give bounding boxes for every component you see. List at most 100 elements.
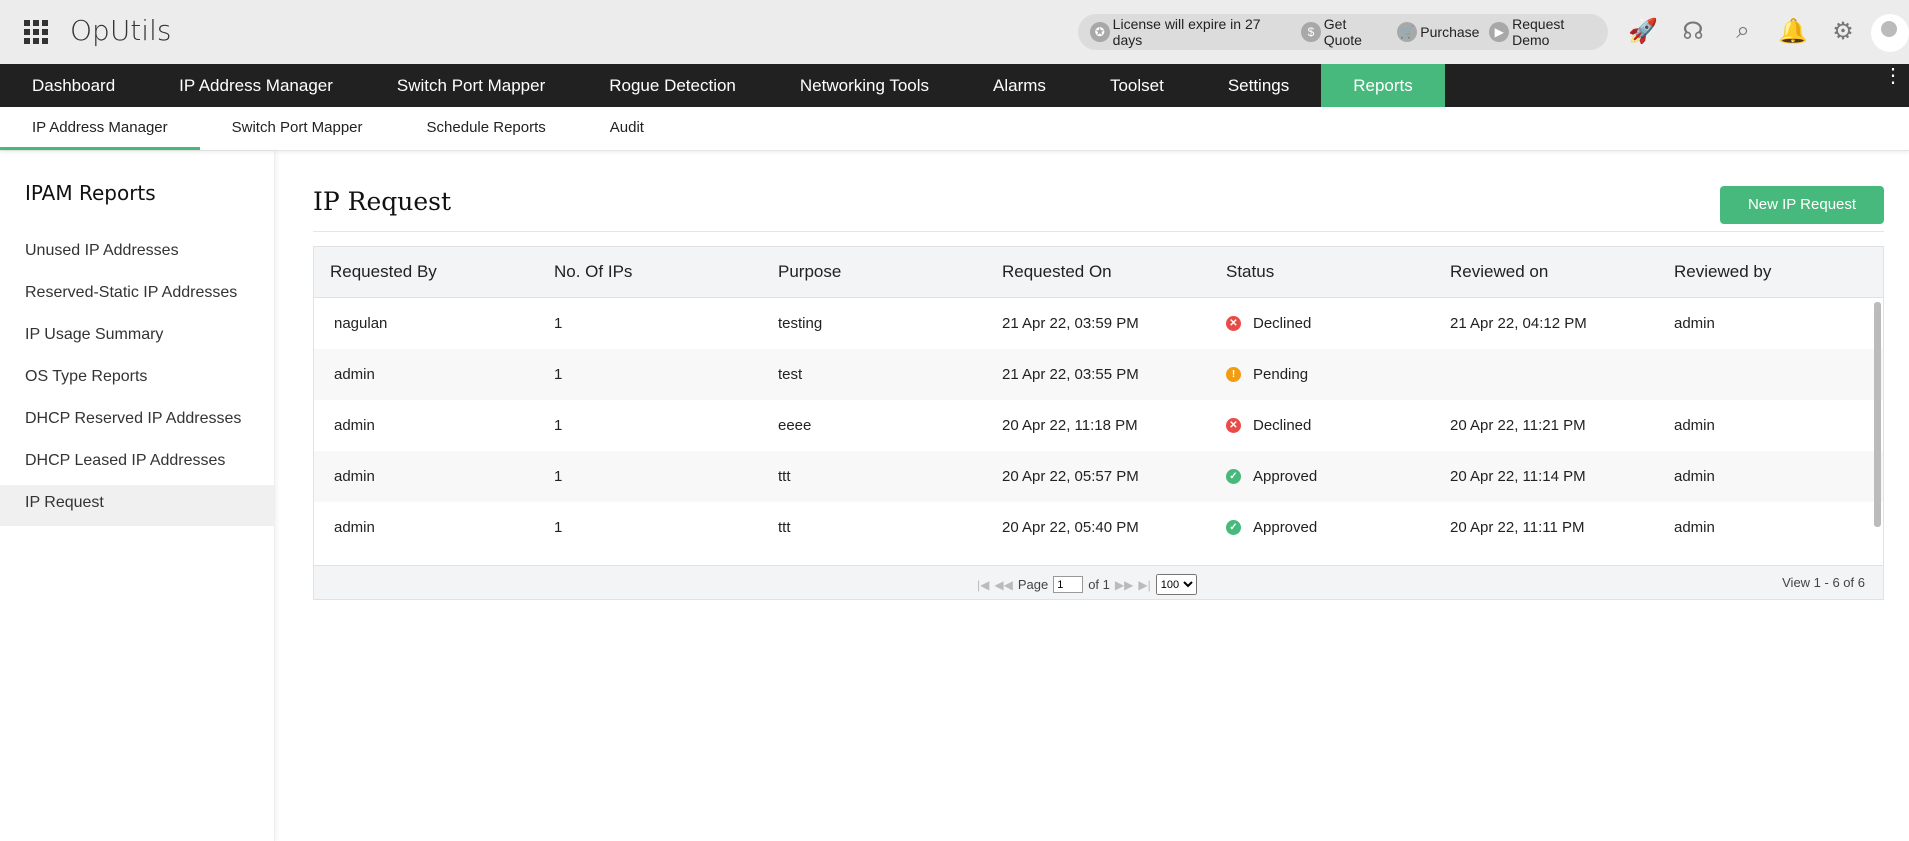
license-link[interactable]: ✪ License will expire in 27 days bbox=[1090, 16, 1291, 48]
award-icon: ✪ bbox=[1090, 22, 1110, 42]
subnav-switch-port-mapper[interactable]: Switch Port Mapper bbox=[231, 119, 363, 136]
cell-reviewed-on: 20 Apr 22, 11:21 PM bbox=[1450, 417, 1586, 434]
cell-purpose: eeee bbox=[778, 417, 812, 434]
request-demo-link[interactable]: ▶ Request Demo bbox=[1489, 16, 1604, 48]
status-text: Approved bbox=[1253, 468, 1318, 485]
sidebar-title: IPAM Reports bbox=[25, 181, 156, 205]
video-icon: ▶ bbox=[1489, 22, 1510, 42]
apps-grid-icon[interactable] bbox=[24, 20, 48, 44]
avatar[interactable] bbox=[1871, 14, 1909, 52]
col-reviewed-on[interactable]: Reviewed on bbox=[1450, 262, 1549, 281]
page-label: Page bbox=[1017, 577, 1049, 592]
search-icon[interactable]: ⌕ bbox=[1736, 17, 1750, 44]
pending-status-icon: ! bbox=[1226, 367, 1241, 382]
col-status[interactable]: Status bbox=[1226, 262, 1275, 281]
license-text: License will expire in 27 days bbox=[1112, 16, 1261, 48]
subnav-schedule-reports[interactable]: Schedule Reports bbox=[426, 119, 546, 136]
cell-requested-by: admin bbox=[334, 417, 375, 434]
scrollbar[interactable] bbox=[1874, 302, 1881, 527]
last-page-icon[interactable]: ▶| bbox=[1138, 577, 1151, 592]
nav-rogue-detection[interactable]: Rogue Detection bbox=[609, 76, 736, 95]
approved-status-icon: ✓ bbox=[1226, 469, 1241, 484]
ip-request-table: Requested By No. Of IPs Purpose Requeste… bbox=[313, 246, 1884, 600]
table-row[interactable]: admin 1 test 21 Apr 22, 03:55 PM! Pending bbox=[314, 349, 1883, 400]
cell-status: ✕ Declined bbox=[1210, 315, 1434, 332]
get-quote-link[interactable]: $ Get Quote bbox=[1301, 16, 1387, 48]
sidebar-item-dhcp-reserved[interactable]: DHCP Reserved IP Addresses bbox=[25, 410, 242, 427]
col-no-of-ips[interactable]: No. Of IPs bbox=[554, 262, 633, 281]
cell-purpose: testing bbox=[778, 315, 823, 332]
subnav-audit[interactable]: Audit bbox=[609, 119, 644, 136]
more-icon[interactable]: ⋮ bbox=[1883, 65, 1903, 87]
next-page-icon[interactable]: ▶▶ bbox=[1114, 577, 1134, 592]
nav-toolset[interactable]: Toolset bbox=[1109, 76, 1164, 95]
cell-requested-on: 20 Apr 22, 05:57 PM bbox=[1002, 468, 1139, 485]
subnav-ip-address-manager[interactable]: IP Address Manager bbox=[0, 107, 200, 150]
approved-status-icon: ✓ bbox=[1226, 520, 1241, 535]
nav-networking-tools[interactable]: Networking Tools bbox=[799, 76, 930, 95]
page-title: IP Request bbox=[313, 187, 452, 216]
table-header: Requested By No. Of IPs Purpose Requeste… bbox=[314, 247, 1883, 298]
table-body: nagulan 1 testing 21 Apr 22, 03:59 PM ✕ Decli… bbox=[314, 298, 1883, 566]
cell-status: ✓ Approved bbox=[1210, 519, 1434, 536]
cell-requested-by: nagulan bbox=[334, 315, 388, 332]
nav-settings[interactable]: Settings bbox=[1227, 76, 1290, 95]
table-row[interactable]: admin 1 eeee 20 Apr 22, 11:18 PM ✕ Declined 20… bbox=[314, 400, 1883, 451]
top-bar: OpUtils ✪ License will expire in 27 days … bbox=[0, 0, 1909, 64]
purchase-label: Purchase bbox=[1420, 24, 1480, 40]
cell-requested-by: admin bbox=[334, 366, 375, 383]
nav-alarms[interactable]: Alarms bbox=[993, 76, 1046, 95]
headset-icon[interactable]: ☊ bbox=[1682, 17, 1704, 45]
new-ip-request-button[interactable]: New IP Request bbox=[1720, 186, 1884, 224]
cell-requested-on: 20 Apr 22, 05:40 PM bbox=[1002, 519, 1139, 536]
first-page-icon[interactable]: |◀ bbox=[977, 577, 990, 592]
col-requested-by[interactable]: Requested By bbox=[330, 262, 437, 281]
cell-no-of-ips: 1 bbox=[554, 468, 563, 485]
status-text: Declined bbox=[1253, 417, 1312, 434]
cell-reviewed-by: admin bbox=[1674, 417, 1715, 434]
table-row[interactable]: admin 1 ttt 20 Apr 22, 05:57 PM ✓ Approved 20 … bbox=[314, 451, 1883, 502]
table-row[interactable]: admin 1 ttt 20 Apr 22, 05:40 PM ✓ Approved 20 … bbox=[314, 502, 1883, 553]
sidebar-item-unused[interactable]: Unused IP Addresses bbox=[25, 242, 179, 259]
nav-reports[interactable]: Reports bbox=[1321, 64, 1445, 107]
nav-ip-address-manager[interactable]: IP Address Manager bbox=[179, 76, 333, 95]
sidebar: IPAM Reports Unused IP Addresses Reserve… bbox=[0, 151, 275, 841]
nav-dashboard[interactable]: Dashboard bbox=[32, 76, 116, 95]
sub-nav: IP Address Manager Switch Port Mapper Sc… bbox=[0, 107, 1909, 151]
declined-status-icon: ✕ bbox=[1226, 316, 1241, 331]
cell-no-of-ips: 1 bbox=[554, 417, 563, 434]
col-purpose[interactable]: Purpose bbox=[778, 262, 842, 281]
dollar-icon: $ bbox=[1301, 22, 1321, 42]
nav-switch-port-mapper[interactable]: Switch Port Mapper bbox=[396, 76, 546, 95]
cell-requested-on: 20 Apr 22, 11:18 PM bbox=[1002, 417, 1138, 434]
prev-page-icon[interactable]: ◀◀ bbox=[994, 577, 1013, 592]
license-bar: ✪ License will expire in 27 days $ Get Quo… bbox=[1078, 14, 1608, 50]
cell-purpose: ttt bbox=[778, 468, 791, 485]
sidebar-item-reserved-static[interactable]: Reserved-Static IP Addresses bbox=[25, 284, 238, 301]
view-count: View 1 - 6 of 6 bbox=[1782, 575, 1865, 590]
page-size-select[interactable]: 100 bbox=[1155, 574, 1197, 595]
pagination: |◀ ◀◀ Page of 1 ▶▶ ▶| 100 View 1 - 6 of … bbox=[314, 566, 1883, 599]
cell-status: ✕ Declined bbox=[1210, 417, 1434, 434]
cart-icon: 🛒 bbox=[1397, 22, 1418, 42]
sidebar-item-usage-summary[interactable]: IP Usage Summary bbox=[25, 326, 164, 343]
gear-icon[interactable]: ⚙ bbox=[1832, 17, 1854, 45]
bell-icon[interactable]: 🔔 bbox=[1778, 17, 1808, 45]
rocket-icon[interactable]: 🚀 bbox=[1628, 17, 1658, 45]
col-requested-on[interactable]: Requested On bbox=[1002, 262, 1112, 281]
sidebar-item-dhcp-leased[interactable]: DHCP Leased IP Addresses bbox=[25, 452, 226, 469]
cell-requested-by: admin bbox=[334, 468, 375, 485]
main-nav: Dashboard IP Address Manager Switch Port… bbox=[0, 64, 1909, 107]
table-row[interactable]: nagulan 1 testing 21 Apr 22, 03:59 PM ✕ Decli… bbox=[314, 298, 1883, 349]
cell-reviewed-by: admin bbox=[1674, 468, 1715, 485]
status-text: Declined bbox=[1253, 315, 1312, 332]
sidebar-item-ip-request[interactable]: IP Request bbox=[0, 485, 274, 526]
purchase-link[interactable]: 🛒 Purchase bbox=[1397, 22, 1479, 42]
col-reviewed-by[interactable]: Reviewed by bbox=[1674, 262, 1772, 281]
cell-reviewed-by: admin bbox=[1674, 315, 1715, 332]
cell-requested-on: 21 Apr 22, 03:59 PM bbox=[1002, 315, 1139, 332]
cell-no-of-ips: 1 bbox=[554, 519, 563, 536]
page-input[interactable] bbox=[1053, 576, 1084, 593]
sidebar-item-os-type[interactable]: OS Type Reports bbox=[25, 368, 148, 385]
cell-status: ! Pending bbox=[1210, 366, 1434, 383]
